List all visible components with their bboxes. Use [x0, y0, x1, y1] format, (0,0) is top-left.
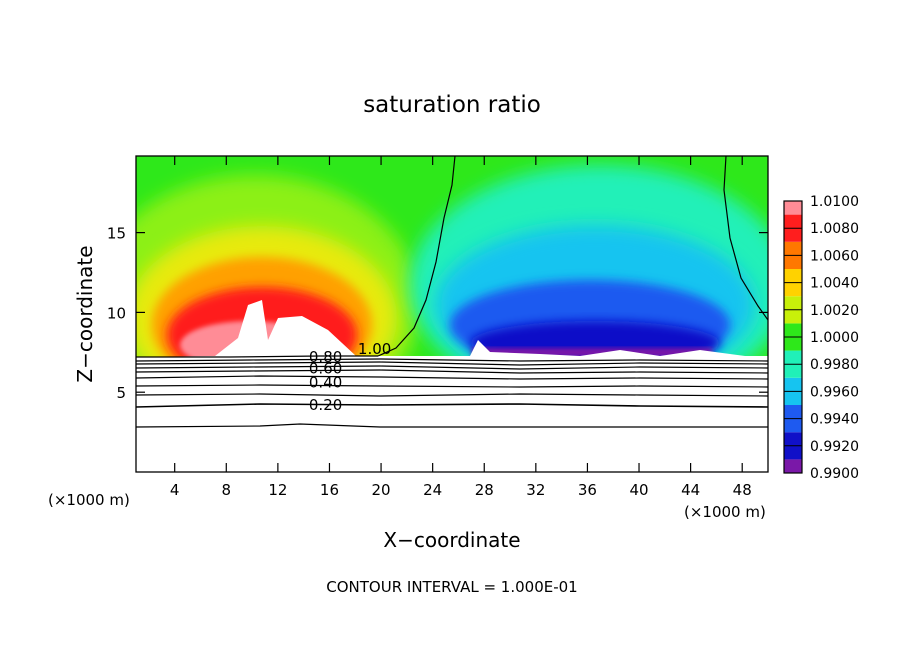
contour-line-060	[136, 369, 768, 374]
x-unit-label-right: (×1000 m)	[684, 503, 766, 521]
x-axis-title: X−coordinate	[383, 528, 520, 552]
chart-title: saturation ratio	[363, 92, 541, 118]
colorbar-swatch	[784, 309, 802, 324]
contour-label: 0.40	[309, 374, 342, 392]
colorbar-label: 0.9920	[810, 439, 859, 455]
contour-line-080	[136, 361, 768, 366]
colorbar-label: 1.0100	[810, 194, 859, 210]
contour-label: 0.20	[309, 396, 342, 414]
colorbar-swatch	[784, 445, 802, 460]
x-tick-label: 16	[320, 481, 339, 499]
colorbar-label: 1.0040	[810, 276, 859, 292]
x-unit-label-left: (×1000 m)	[48, 491, 130, 509]
colorbar-swatch	[784, 391, 802, 405]
colorbar-label: 1.0080	[810, 221, 859, 237]
colorbar-label: 0.9940	[810, 412, 859, 428]
colorbar-swatch	[784, 241, 802, 256]
y-tick-label: 15	[107, 225, 126, 243]
contour-line-030	[136, 393, 768, 397]
colorbar-swatch	[784, 377, 802, 392]
y-tick-label: 10	[107, 304, 126, 322]
colorbar-swatch	[784, 296, 802, 310]
contour-line-100-left	[377, 156, 456, 357]
colorbar-label: 1.0020	[810, 303, 859, 319]
colorbar-swatch	[784, 228, 802, 242]
x-tick-label: 8	[222, 481, 232, 499]
x-tick-label: 32	[526, 481, 545, 499]
colorbar-swatch	[784, 269, 802, 283]
x-tick-label: 24	[423, 481, 442, 499]
colorbar-swatch	[784, 337, 802, 351]
x-tick-label: 48	[733, 481, 752, 499]
contour-line-070	[136, 365, 768, 370]
y-axis: 5 10 15	[107, 225, 768, 402]
contour-line-010	[136, 423, 768, 428]
colorbar-swatch	[784, 214, 802, 229]
field-blob-violet-edge	[472, 348, 712, 357]
plot-frame	[135, 155, 769, 473]
x-tick-label: 44	[681, 481, 700, 499]
x-tick-label: 20	[372, 481, 391, 499]
contour-labels: 1.00 0.80 0.60 0.40 0.20	[309, 340, 391, 414]
colorbar-swatch	[784, 350, 802, 365]
contour-line-090	[136, 358, 768, 362]
contour-label: 1.00	[358, 340, 391, 358]
colorbar-swatch	[784, 418, 802, 433]
colorbar-swatch	[784, 323, 802, 337]
colorbar-swatch	[784, 201, 802, 215]
colorbar-label: 0.9980	[810, 357, 859, 373]
x-tick-label: 40	[629, 481, 648, 499]
x-tick-label: 12	[268, 481, 287, 499]
x-tick-label: 36	[578, 481, 597, 499]
contour-line-020	[136, 403, 768, 408]
contour-label: 0.80	[309, 348, 342, 366]
colorbar-swatch	[784, 459, 802, 473]
contour-line-100-base	[136, 355, 378, 358]
contour-label: 0.60	[309, 359, 342, 377]
x-axis: 4 8 12 16 20 24 28 32 36 40 44 48	[170, 156, 752, 499]
colorbar-swatch	[784, 282, 802, 297]
contour-interval-footer: CONTOUR INTERVAL = 1.000E-01	[326, 578, 577, 596]
plot-area	[136, 156, 768, 472]
x-tick-label: 28	[475, 481, 494, 499]
colorbar-swatch	[784, 364, 802, 378]
x-tick-label: 4	[170, 481, 180, 499]
contour-line-040	[136, 384, 768, 388]
colorbar-label: 0.9900	[810, 466, 859, 482]
colorbar: 0.9900 0.9920 0.9940 0.9960 0.9980 1.0000 1.00…	[783, 194, 859, 482]
colorbar-label: 0.9960	[810, 384, 859, 400]
y-tick-label: 5	[116, 384, 126, 402]
colorbar-label: 1.0000	[810, 330, 859, 346]
contour-lines	[136, 156, 768, 428]
colorbar-label: 1.0060	[810, 248, 859, 264]
contour-line-100-right	[723, 156, 768, 321]
colorbar-swatch	[784, 405, 802, 419]
colorbar-swatch	[784, 255, 802, 269]
contour-line-050	[136, 375, 768, 380]
colorbar-swatch	[784, 432, 802, 446]
y-axis-title: Z−coordinate	[73, 245, 97, 382]
